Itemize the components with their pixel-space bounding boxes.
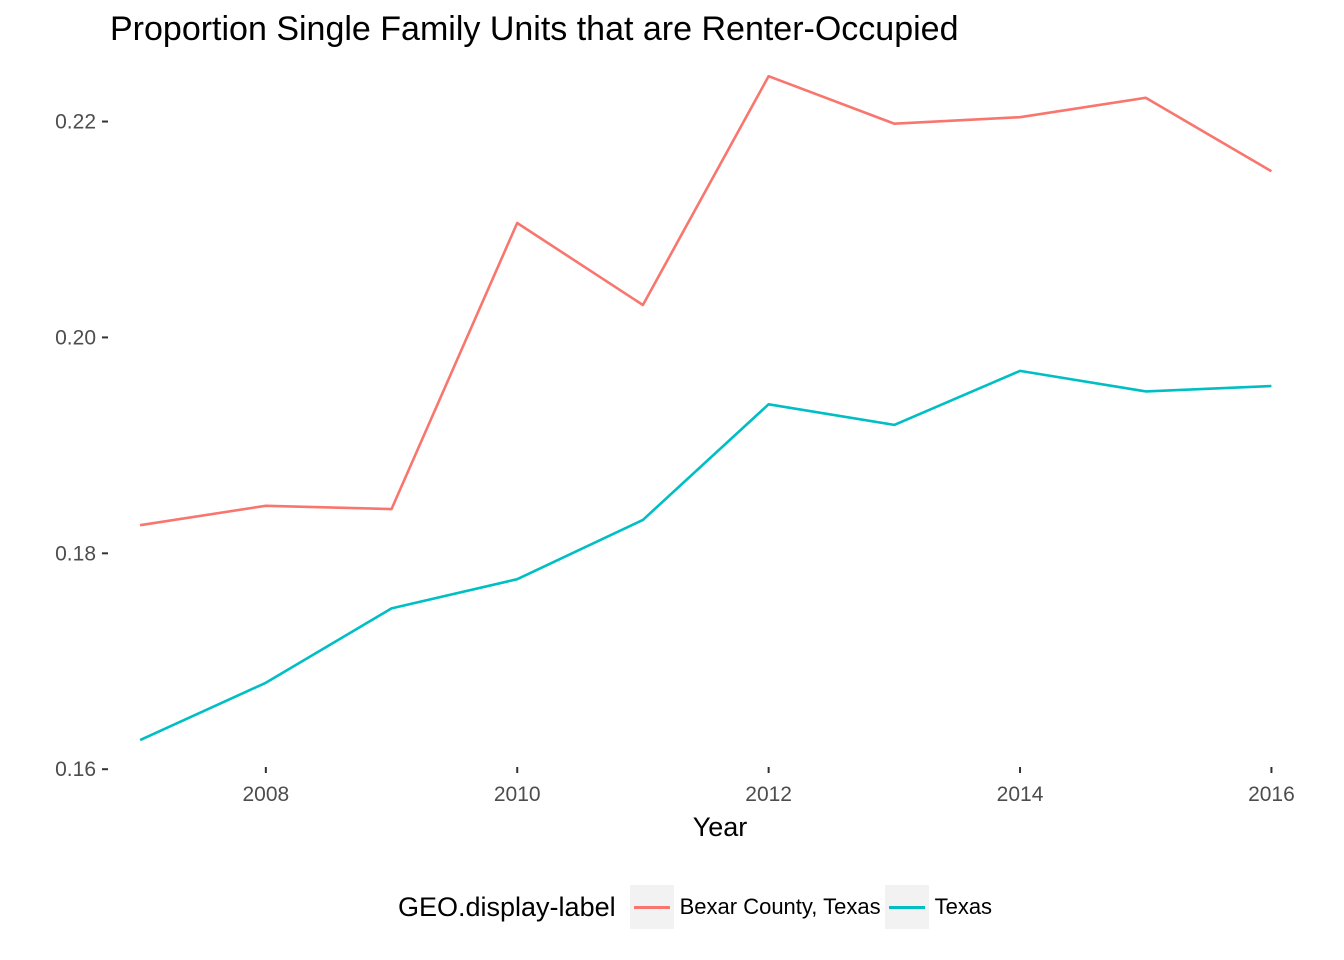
x-tick-label: 2012 <box>745 783 792 806</box>
legend-label-texas: Texas <box>934 894 993 919</box>
legend-key-texas <box>884 885 929 929</box>
x-tick-label: 2010 <box>494 783 541 806</box>
x-axis: 2008 2010 2012 2014 2016 <box>242 767 1295 806</box>
x-axis-title: Year <box>693 812 748 842</box>
y-tick-label: 0.20 <box>55 326 96 349</box>
legend-title: GEO.display-label <box>398 891 616 922</box>
x-tick-label: 2014 <box>997 783 1044 806</box>
series-line-bexar-county-texas <box>139 74 1273 527</box>
y-axis: 0.16 0.18 0.20 0.22 <box>55 111 108 781</box>
legend: GEO.display-label Bexar County, Texas Te… <box>398 885 996 929</box>
legend-label-bexar: Bexar County, Texas <box>679 894 881 919</box>
y-tick-label: 0.16 <box>55 758 96 781</box>
y-tick-label: 0.18 <box>55 542 96 565</box>
x-tick-label: 2016 <box>1248 783 1295 806</box>
chart-title: Proportion Single Family Units that are … <box>110 10 959 48</box>
legend-key-bexar <box>629 885 674 929</box>
series-line-texas <box>139 369 1272 742</box>
legend-item-bexar: Bexar County, Texas <box>629 885 881 929</box>
legend-item-texas: Texas <box>884 885 993 929</box>
series-layer <box>139 74 1273 742</box>
y-tick-label: 0.22 <box>55 111 96 134</box>
x-tick-label: 2008 <box>242 783 289 806</box>
